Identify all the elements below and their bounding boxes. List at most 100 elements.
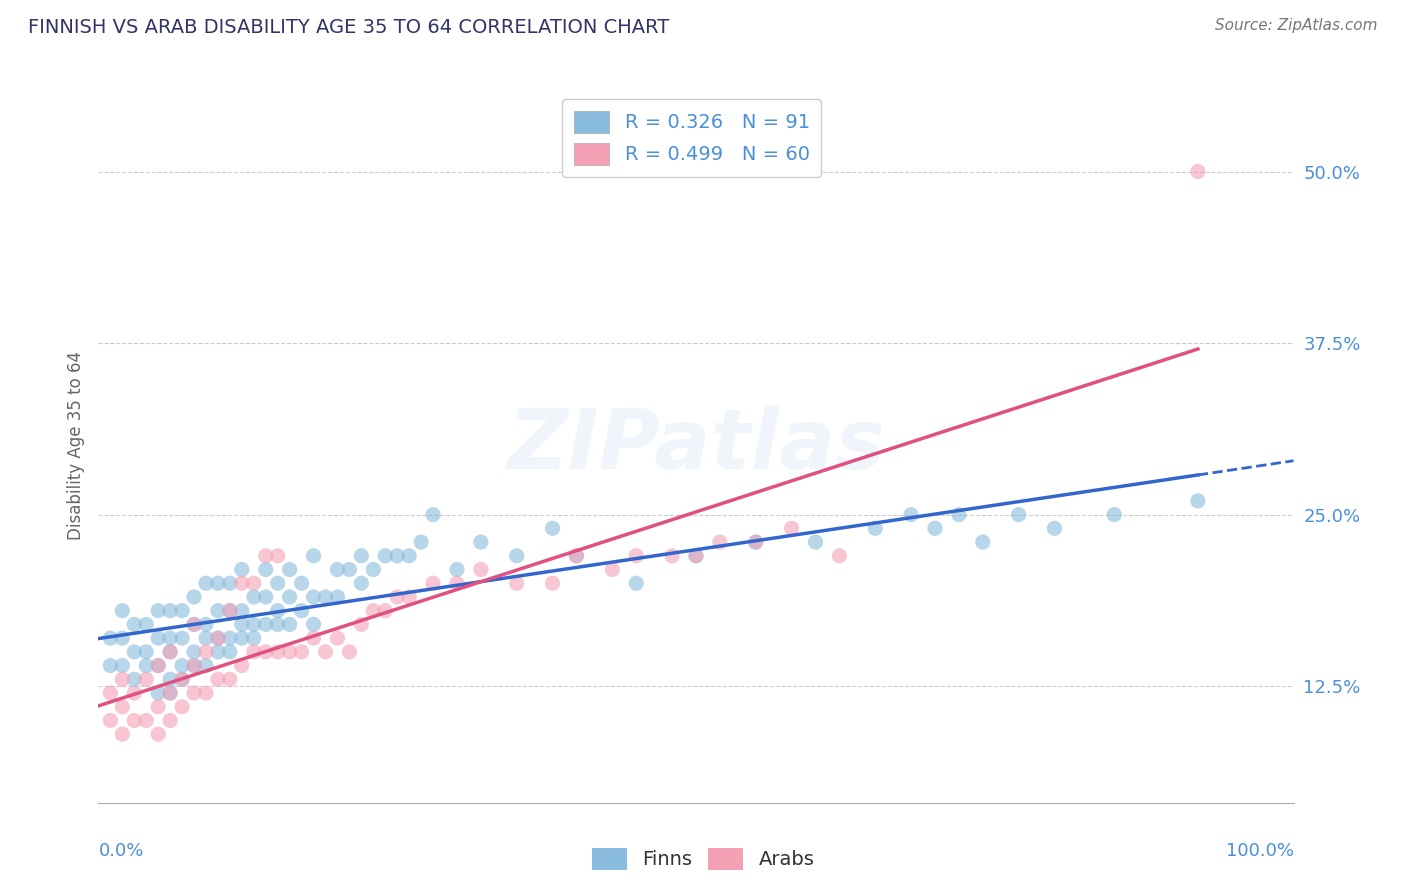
- Point: [148, 686, 170, 700]
- Point: [385, 549, 409, 563]
- Point: [626, 576, 648, 591]
- Point: [1104, 508, 1126, 522]
- Point: [148, 604, 170, 618]
- Point: [924, 521, 946, 535]
- Point: [302, 590, 325, 604]
- Point: [207, 604, 229, 618]
- Point: [207, 576, 229, 591]
- Point: [172, 673, 194, 687]
- Point: [159, 645, 181, 659]
- Point: [243, 631, 266, 645]
- Point: [1008, 508, 1031, 522]
- Text: 0.0%: 0.0%: [98, 842, 143, 860]
- Point: [111, 604, 134, 618]
- Point: [207, 645, 229, 659]
- Point: [183, 645, 205, 659]
- Point: [278, 645, 301, 659]
- Point: [98, 631, 122, 645]
- Point: [254, 590, 277, 604]
- Point: [541, 576, 564, 591]
- Point: [159, 645, 181, 659]
- Point: [374, 549, 396, 563]
- Point: [172, 631, 194, 645]
- Point: [195, 617, 218, 632]
- Point: [326, 562, 349, 576]
- Point: [172, 673, 194, 687]
- Point: [195, 645, 218, 659]
- Point: [291, 576, 314, 591]
- Point: [350, 549, 373, 563]
- Point: [350, 576, 373, 591]
- Point: [302, 631, 325, 645]
- Point: [278, 617, 301, 632]
- Point: [231, 617, 253, 632]
- Point: [900, 508, 922, 522]
- Point: [159, 604, 181, 618]
- Point: [470, 562, 492, 576]
- Point: [195, 631, 218, 645]
- Point: [302, 617, 325, 632]
- Point: [411, 535, 433, 549]
- Point: [183, 686, 205, 700]
- Point: [267, 576, 290, 591]
- Point: [350, 617, 373, 632]
- Point: [207, 631, 229, 645]
- Point: [111, 699, 134, 714]
- Point: [124, 714, 146, 728]
- Point: [159, 673, 181, 687]
- Point: [339, 645, 361, 659]
- Point: [148, 631, 170, 645]
- Point: [135, 617, 157, 632]
- Point: [565, 549, 588, 563]
- Point: [267, 604, 290, 618]
- Point: [219, 631, 242, 645]
- Point: [278, 590, 301, 604]
- Point: [231, 562, 253, 576]
- Point: [98, 714, 122, 728]
- Point: [446, 576, 468, 591]
- Point: [98, 658, 122, 673]
- Point: [326, 631, 349, 645]
- Point: [111, 673, 134, 687]
- Point: [804, 535, 827, 549]
- Point: [398, 549, 420, 563]
- Point: [195, 576, 218, 591]
- Point: [148, 699, 170, 714]
- Point: [948, 508, 970, 522]
- Point: [422, 576, 444, 591]
- Point: [302, 549, 325, 563]
- Text: FINNISH VS ARAB DISABILITY AGE 35 TO 64 CORRELATION CHART: FINNISH VS ARAB DISABILITY AGE 35 TO 64 …: [28, 18, 669, 37]
- Point: [219, 604, 242, 618]
- Point: [339, 562, 361, 576]
- Point: [422, 508, 444, 522]
- Point: [506, 549, 529, 563]
- Point: [828, 549, 851, 563]
- Point: [135, 714, 157, 728]
- Point: [267, 549, 290, 563]
- Legend: R = 0.326   N = 91, R = 0.499   N = 60: R = 0.326 N = 91, R = 0.499 N = 60: [562, 99, 821, 177]
- Point: [374, 604, 396, 618]
- Point: [124, 645, 146, 659]
- Point: [111, 631, 134, 645]
- Point: [243, 645, 266, 659]
- Point: [541, 521, 564, 535]
- Point: [1187, 494, 1209, 508]
- Point: [315, 590, 337, 604]
- Point: [506, 576, 529, 591]
- Point: [135, 645, 157, 659]
- Point: [745, 535, 768, 549]
- Point: [183, 617, 205, 632]
- Point: [111, 727, 134, 741]
- Point: [195, 686, 218, 700]
- Point: [398, 590, 420, 604]
- Point: [219, 576, 242, 591]
- Point: [148, 727, 170, 741]
- Point: [243, 617, 266, 632]
- Point: [278, 562, 301, 576]
- Point: [135, 658, 157, 673]
- Point: [470, 535, 492, 549]
- Legend: Finns, Arabs: Finns, Arabs: [583, 839, 823, 878]
- Y-axis label: Disability Age 35 to 64: Disability Age 35 to 64: [66, 351, 84, 541]
- Point: [243, 590, 266, 604]
- Point: [231, 658, 253, 673]
